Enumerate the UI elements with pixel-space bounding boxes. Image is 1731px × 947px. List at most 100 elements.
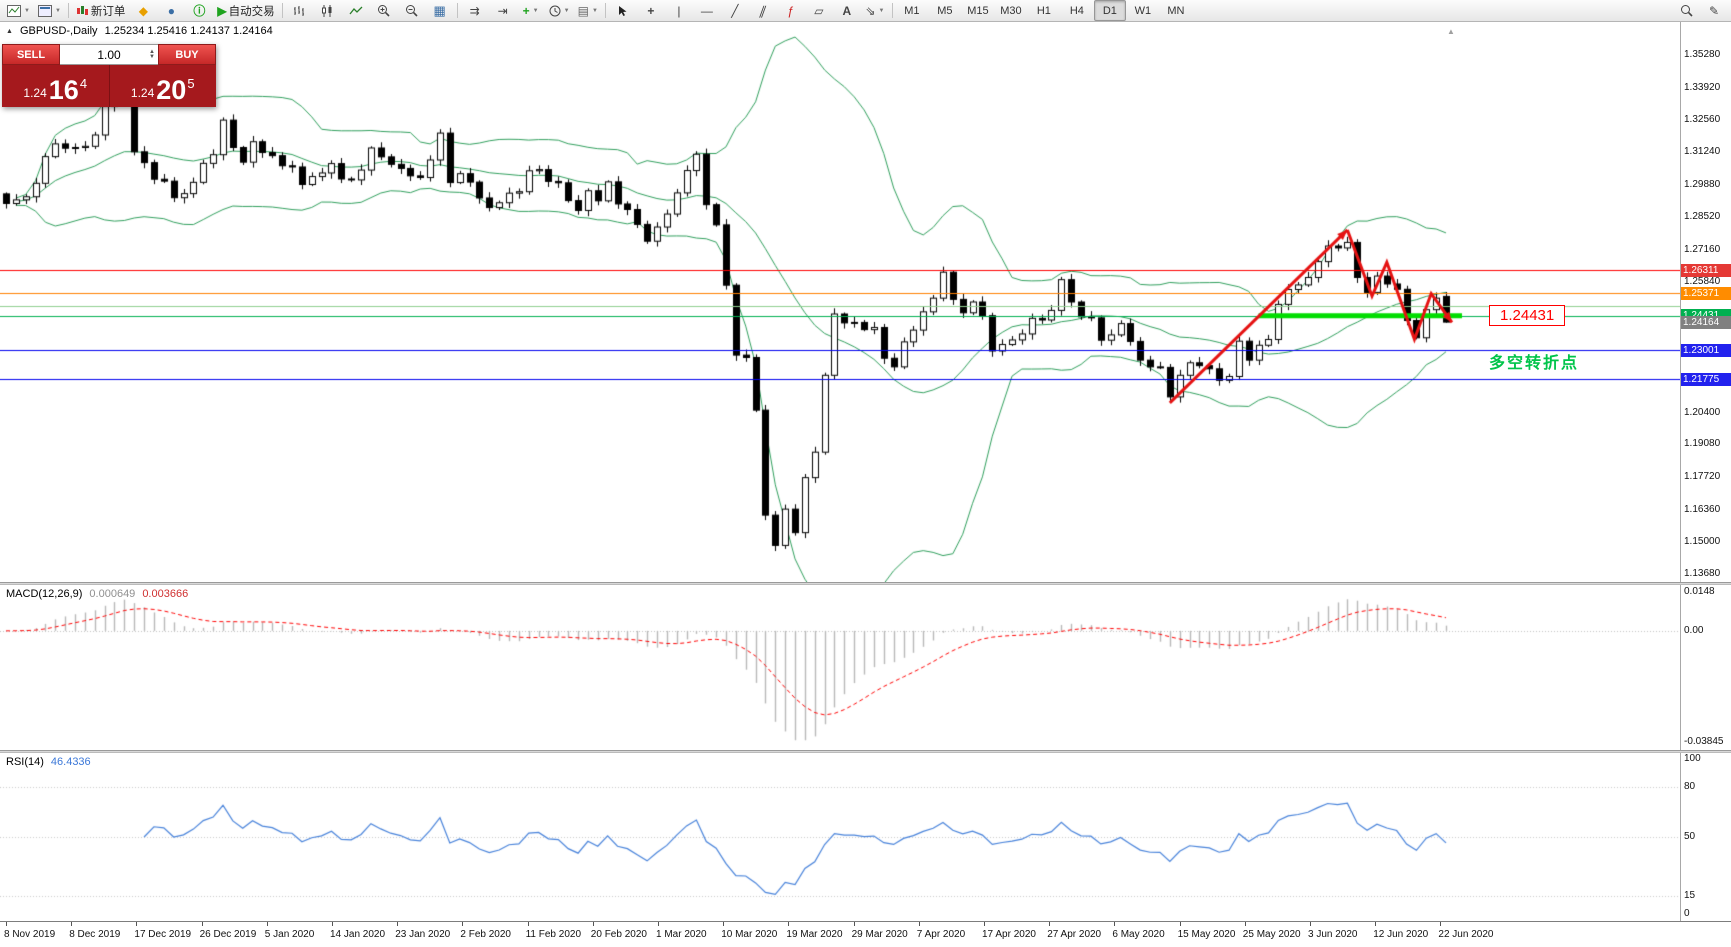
new-order-button[interactable]: 新订单 [72, 0, 130, 21]
macd-value-signal: 0.003666 [142, 588, 189, 600]
timeframe-M15[interactable]: M15 [967, 4, 989, 17]
buy-price-big: 20 [156, 75, 187, 106]
autotrading-label: 自动交易 [228, 5, 275, 18]
navigator-button[interactable]: ● [157, 0, 185, 21]
rsi-scale[interactable]: 100 80 50 15 0 [1680, 753, 1731, 921]
time-tick [136, 922, 138, 926]
rsi-pane: 100 80 50 15 0 RSI(14) 46.4336 [0, 753, 1731, 921]
time-tick [592, 922, 594, 926]
templates-button[interactable]: ▤ ▼ [574, 0, 602, 21]
sell-button[interactable]: SELL [2, 44, 60, 65]
price-tick-label: 1.20400 [1684, 406, 1721, 418]
time-tick [788, 922, 790, 926]
time-axis-label: 27 Apr 2020 [1047, 929, 1102, 940]
help-button[interactable]: ⓘ [185, 0, 213, 21]
cursor-button[interactable] [609, 0, 637, 21]
candlestick-chart-button[interactable] [314, 0, 342, 21]
chevron-down-icon: ▼ [54, 7, 61, 14]
sell-price-area[interactable]: 1.24 16 4 [2, 65, 110, 107]
time-tick [984, 922, 985, 926]
price-scale[interactable]: 1.35280 1.33920 1.32560 1.31240 1.29880 1.285… [1680, 22, 1731, 582]
trendline-button[interactable]: ╱ [721, 0, 749, 21]
timeframe-group: M1 M5 M15 M30 H1 H4 D1 W1 MN [896, 0, 1192, 21]
timeframe-M5[interactable]: M5 [937, 4, 953, 17]
volume-input[interactable]: 1.00 ▲ ▼ [60, 44, 158, 65]
price-tick-label: 1.27160 [1684, 244, 1721, 256]
price-chart-canvas[interactable] [0, 22, 1680, 582]
pane-splitter[interactable] [0, 582, 1731, 585]
tile-windows-button[interactable]: ▦ [426, 0, 454, 21]
periods-button[interactable]: ▼ [545, 0, 574, 21]
timeframe-D1[interactable]: D1 [1093, 0, 1126, 21]
indicators-button[interactable]: + ▼ [517, 0, 545, 21]
time-tick [6, 922, 7, 926]
play-icon: ▶ [217, 3, 227, 18]
search-button[interactable] [1672, 0, 1700, 21]
timeframe-W1[interactable]: W1 [1134, 4, 1152, 17]
volume-value: 1.00 [97, 47, 121, 62]
time-tick [658, 922, 659, 926]
arrows-button[interactable]: ⇘ ▼ [861, 0, 889, 21]
chart-shift-marker[interactable]: ▲ [1447, 27, 1455, 36]
channel-icon: ∥ [757, 3, 769, 18]
text-button[interactable]: A [833, 0, 861, 21]
zoom-in-button[interactable] [370, 0, 398, 21]
new-order-icon [76, 5, 88, 15]
rsi-tick-label: 0 [1684, 908, 1690, 919]
macd-scale[interactable]: 0.0148 0.00 -0.03845 [1680, 585, 1731, 750]
buy-button[interactable]: BUY [158, 44, 216, 65]
rsi-canvas[interactable] [0, 753, 1680, 921]
time-tick [527, 922, 529, 926]
timeframe-H1[interactable]: H1 [1036, 4, 1051, 17]
quick-edit-button[interactable]: ✎ [1700, 0, 1728, 21]
price-level-chip: 1.23001 [1681, 343, 1731, 357]
time-axis-label: 14 Jan 2020 [330, 929, 386, 940]
time-axis-label: 19 Mar 2020 [786, 929, 843, 940]
buy-price-area[interactable]: 1.24 20 5 [110, 65, 217, 107]
channel-button[interactable]: ∥ [749, 0, 777, 21]
rsi-tick-label: 100 [1684, 753, 1701, 764]
time-axis-label: 1 Mar 2020 [656, 929, 707, 940]
shapes-icon: ▱ [814, 3, 824, 18]
zoom-out-button[interactable] [398, 0, 426, 21]
autoscroll-button[interactable]: ⇉ [461, 0, 489, 21]
autoscroll-icon: ⇉ [469, 3, 480, 18]
macd-tick-label: 0.0148 [1684, 586, 1715, 597]
chart-shift-button[interactable]: ⇥ [489, 0, 517, 21]
price-tick-label: 1.32560 [1684, 114, 1721, 126]
metaeditor-button[interactable]: ◆ [129, 0, 157, 21]
timeframe-H4[interactable]: H4 [1069, 4, 1084, 17]
macd-canvas[interactable] [0, 585, 1680, 750]
price-tick-label: 1.15000 [1684, 536, 1721, 548]
price-level-chip: 1.25371 [1681, 286, 1731, 300]
toolbar-separator [891, 3, 893, 18]
bar-chart-button[interactable] [286, 0, 314, 21]
time-axis-label: 17 Dec 2019 [134, 929, 192, 940]
fibonacci-button[interactable]: ƒ [777, 0, 805, 21]
timeframe-M1[interactable]: M1 [904, 4, 920, 17]
time-axis[interactable]: 8 Nov 2019 8 Dec 2019 17 Dec 2019 26 Dec 20… [0, 921, 1731, 947]
chart-menu-icon[interactable]: ▲ [6, 28, 13, 35]
pane-splitter[interactable] [0, 750, 1731, 753]
search-icon [1680, 5, 1693, 17]
vertical-line-button[interactable]: | [665, 0, 693, 21]
time-axis-label: 8 Dec 2019 [69, 929, 121, 940]
info-icon: ⓘ [193, 4, 206, 18]
chart-title: ▲ GBPUSD-,Daily 1.25234 1.25416 1.24137 … [6, 25, 273, 37]
sell-price-small: 1.24 [23, 86, 47, 101]
line-chart-button[interactable] [342, 0, 370, 21]
new-chart-button[interactable]: ▼ [3, 0, 34, 21]
profiles-button[interactable]: ▼ [34, 0, 65, 21]
toolbar-separator [456, 3, 458, 18]
volume-up-icon[interactable]: ▲ [149, 48, 155, 55]
timeframe-M30[interactable]: M30 [1000, 4, 1022, 17]
crosshair-button[interactable]: + [637, 0, 665, 21]
candlestick-chart-icon [322, 4, 332, 17]
sell-price-big: 16 [48, 75, 79, 106]
time-tick [853, 922, 855, 926]
shapes-button[interactable]: ▱ [805, 0, 833, 21]
volume-down-icon[interactable]: ▼ [149, 53, 155, 60]
autotrading-button[interactable]: ▶ 自动交易 [213, 0, 278, 21]
timeframe-MN[interactable]: MN [1167, 4, 1185, 17]
horizontal-line-button[interactable]: — [693, 0, 721, 21]
